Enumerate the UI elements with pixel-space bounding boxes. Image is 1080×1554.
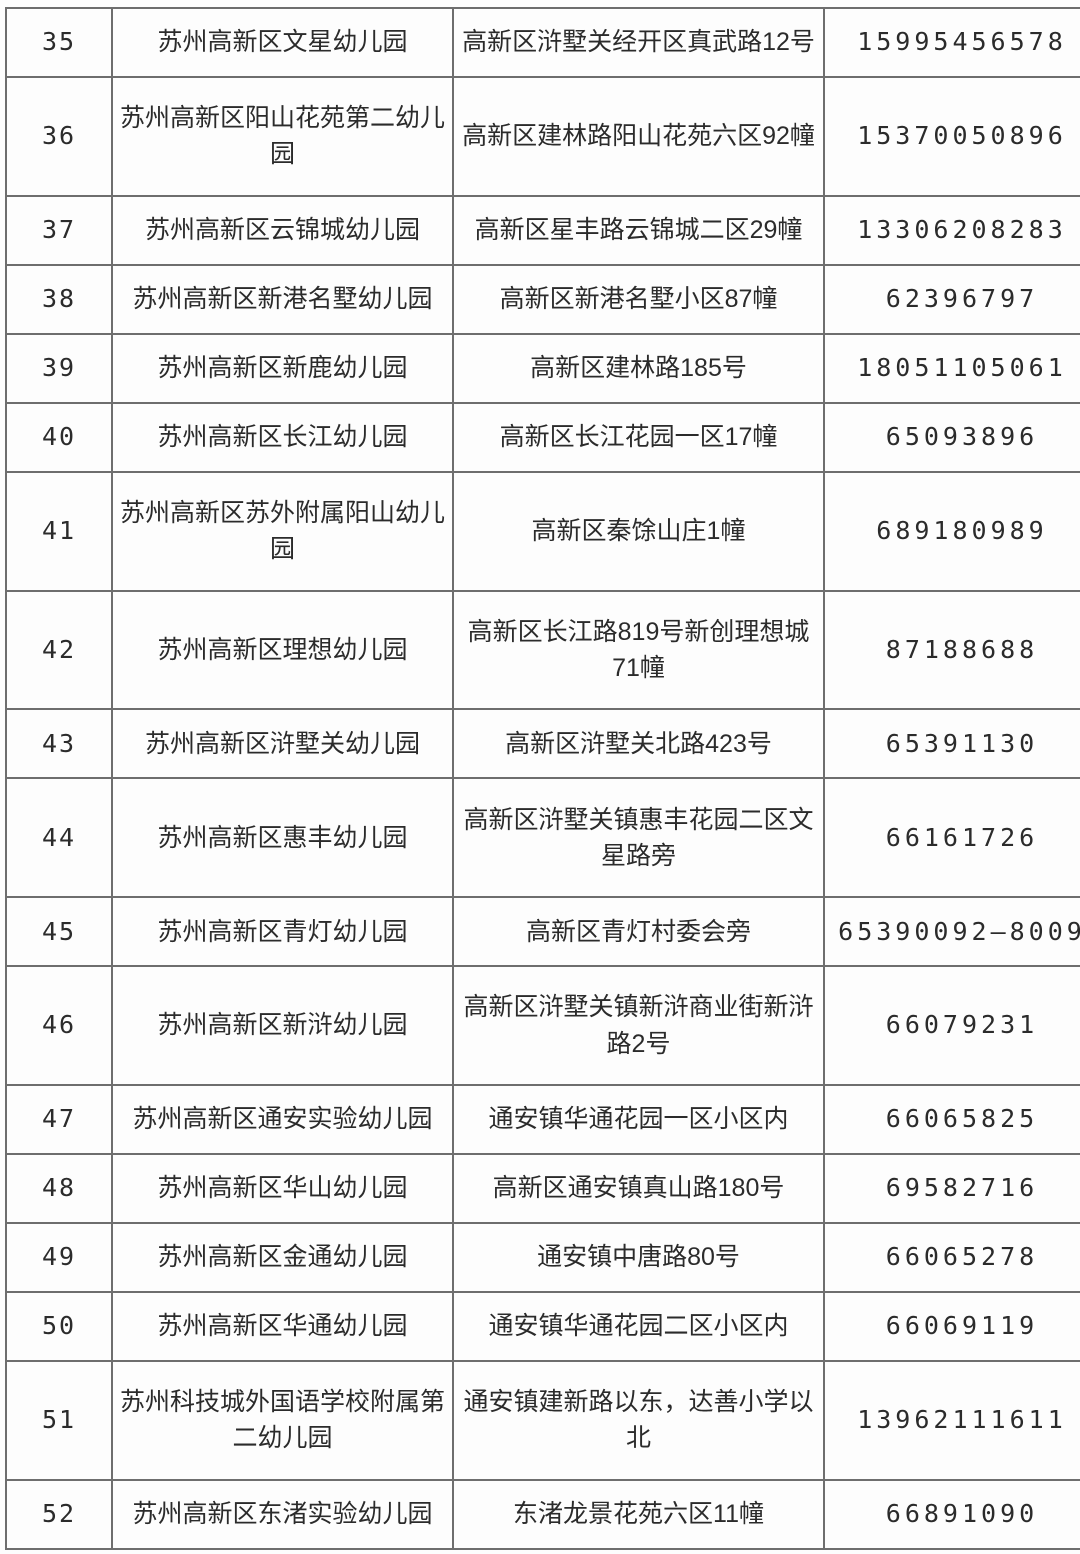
row-number-cell: 45 — [5, 896, 113, 968]
name-cell: 苏州高新区青灯幼儿园 — [111, 896, 454, 968]
name-cell: 苏州科技城外国语学校附属第二幼儿园 — [111, 1359, 454, 1481]
address-cell: 高新区浒墅关镇新浒商业街新浒路2号 — [452, 965, 825, 1086]
address-cell: 高新区星丰路云锦城二区29幢 — [452, 194, 825, 266]
table-row: 47 苏州高新区通安实验幼儿园 通安镇华通花园一区小区内 66065825 — [5, 1083, 1080, 1155]
name-cell: 苏州高新区长江幼儿园 — [111, 401, 454, 473]
row-number-cell: 39 — [5, 332, 113, 404]
name-cell: 苏州高新区金通幼儿园 — [111, 1221, 454, 1293]
row-number-cell: 48 — [5, 1152, 113, 1224]
row-number-cell: 42 — [5, 589, 113, 711]
address-cell: 高新区长江路819号新创理想城71幢 — [452, 589, 825, 711]
name-cell: 苏州高新区理想幼儿园 — [111, 589, 454, 711]
name-cell: 苏州高新区苏外附属阳山幼儿园 — [111, 470, 454, 592]
address-cell: 高新区长江花园一区17幢 — [452, 401, 825, 473]
table-row: 49 苏州高新区金通幼儿园 通安镇中唐路80号 66065278 — [5, 1221, 1080, 1293]
table-row: 35 苏州高新区文星幼儿园 高新区浒墅关经开区真武路12号 15995456578 — [5, 7, 1080, 78]
address-cell: 高新区建林路185号 — [452, 332, 825, 404]
address-cell: 通安镇中唐路80号 — [452, 1221, 825, 1293]
address-cell: 通安镇建新路以东，达善小学以北 — [452, 1359, 825, 1481]
phone-cell: 65390092—8009 — [823, 896, 1080, 968]
name-cell: 苏州高新区新港名墅幼儿园 — [111, 263, 454, 335]
kindergarten-table-body: 35 苏州高新区文星幼儿园 高新区浒墅关经开区真武路12号 15995456578 36… — [5, 7, 1080, 1551]
name-cell: 苏州高新区新鹿幼儿园 — [111, 332, 454, 404]
name-cell: 苏州高新区阳山花苑第二幼儿园 — [111, 76, 454, 197]
name-cell: 苏州高新区文星幼儿园 — [111, 7, 454, 78]
table-row: 50 苏州高新区华通幼儿园 通安镇华通花园二区小区内 66069119 — [5, 1290, 1080, 1362]
table-row: 48 苏州高新区华山幼儿园 高新区通安镇真山路180号 69582716 — [5, 1152, 1080, 1224]
phone-cell: 66891090 — [823, 1478, 1080, 1551]
row-number-cell: 50 — [5, 1290, 113, 1362]
address-cell: 高新区青灯村委会旁 — [452, 896, 825, 968]
phone-cell: 87188688 — [823, 589, 1080, 711]
address-cell: 东渚龙景花苑六区11幢 — [452, 1478, 825, 1551]
phone-cell: 65391130 — [823, 708, 1080, 780]
phone-cell: 13306208283 — [823, 194, 1080, 266]
phone-cell: 66065278 — [823, 1221, 1080, 1293]
kindergarten-table: 35 苏州高新区文星幼儿园 高新区浒墅关经开区真武路12号 15995456578 36… — [5, 7, 1080, 1551]
phone-cell: 66065825 — [823, 1083, 1080, 1155]
phone-cell: 65093896 — [823, 401, 1080, 473]
address-cell: 通安镇华通花园二区小区内 — [452, 1290, 825, 1362]
address-cell: 高新区秦馀山庄1幢 — [452, 470, 825, 592]
table-row: 45 苏州高新区青灯幼儿园 高新区青灯村委会旁 65390092—8009 — [5, 896, 1080, 968]
row-number-cell: 46 — [5, 965, 113, 1086]
table-row: 39 苏州高新区新鹿幼儿园 高新区建林路185号 18051105061 — [5, 332, 1080, 404]
table-row: 36 苏州高新区阳山花苑第二幼儿园 高新区建林路阳山花苑六区92幢 153700508… — [5, 76, 1080, 197]
row-number-cell: 49 — [5, 1221, 113, 1293]
row-number-cell: 52 — [5, 1478, 113, 1551]
name-cell: 苏州高新区华山幼儿园 — [111, 1152, 454, 1224]
row-number-cell: 41 — [5, 470, 113, 592]
row-number-cell: 51 — [5, 1359, 113, 1481]
name-cell: 苏州高新区东渚实验幼儿园 — [111, 1478, 454, 1551]
row-number-cell: 35 — [5, 7, 113, 78]
row-number-cell: 43 — [5, 708, 113, 780]
address-cell: 高新区浒墅关北路423号 — [452, 708, 825, 780]
address-cell: 高新区通安镇真山路180号 — [452, 1152, 825, 1224]
table-row: 52 苏州高新区东渚实验幼儿园 东渚龙景花苑六区11幢 66891090 — [5, 1478, 1080, 1551]
address-cell: 通安镇华通花园一区小区内 — [452, 1083, 825, 1155]
row-number-cell: 37 — [5, 194, 113, 266]
table-row: 37 苏州高新区云锦城幼儿园 高新区星丰路云锦城二区29幢 13306208283 — [5, 194, 1080, 266]
row-number-cell: 44 — [5, 777, 113, 899]
row-number-cell: 47 — [5, 1083, 113, 1155]
row-number-cell: 40 — [5, 401, 113, 473]
phone-cell: 15370050896 — [823, 76, 1080, 197]
phone-cell: 66079231 — [823, 965, 1080, 1086]
phone-cell: 13962111611 — [823, 1359, 1080, 1481]
address-cell: 高新区浒墅关镇惠丰花园二区文星路旁 — [452, 777, 825, 899]
phone-cell: 18051105061 — [823, 332, 1080, 404]
phone-cell: 62396797 — [823, 263, 1080, 335]
row-number-cell: 36 — [5, 76, 113, 197]
name-cell: 苏州高新区新浒幼儿园 — [111, 965, 454, 1086]
table-row: 42 苏州高新区理想幼儿园 高新区长江路819号新创理想城71幢 87188688 — [5, 589, 1080, 711]
row-number-cell: 38 — [5, 263, 113, 335]
table-row: 51 苏州科技城外国语学校附属第二幼儿园 通安镇建新路以东，达善小学以北 139621… — [5, 1359, 1080, 1481]
table-row: 38 苏州高新区新港名墅幼儿园 高新区新港名墅小区87幢 62396797 — [5, 263, 1080, 335]
name-cell: 苏州高新区惠丰幼儿园 — [111, 777, 454, 899]
phone-cell: 66161726 — [823, 777, 1080, 899]
table-row: 46 苏州高新区新浒幼儿园 高新区浒墅关镇新浒商业街新浒路2号 66079231 — [5, 965, 1080, 1086]
address-cell: 高新区建林路阳山花苑六区92幢 — [452, 76, 825, 197]
table-row: 40 苏州高新区长江幼儿园 高新区长江花园一区17幢 65093896 — [5, 401, 1080, 473]
phone-cell: 15995456578 — [823, 7, 1080, 78]
name-cell: 苏州高新区浒墅关幼儿园 — [111, 708, 454, 780]
table-row: 41 苏州高新区苏外附属阳山幼儿园 高新区秦馀山庄1幢 689180989 — [5, 470, 1080, 592]
address-cell: 高新区浒墅关经开区真武路12号 — [452, 7, 825, 78]
address-cell: 高新区新港名墅小区87幢 — [452, 263, 825, 335]
name-cell: 苏州高新区华通幼儿园 — [111, 1290, 454, 1362]
table-row: 43 苏州高新区浒墅关幼儿园 高新区浒墅关北路423号 65391130 — [5, 708, 1080, 780]
phone-cell: 66069119 — [823, 1290, 1080, 1362]
phone-cell: 69582716 — [823, 1152, 1080, 1224]
name-cell: 苏州高新区云锦城幼儿园 — [111, 194, 454, 266]
phone-cell: 689180989 — [823, 470, 1080, 592]
name-cell: 苏州高新区通安实验幼儿园 — [111, 1083, 454, 1155]
table-row: 44 苏州高新区惠丰幼儿园 高新区浒墅关镇惠丰花园二区文星路旁 66161726 — [5, 777, 1080, 899]
